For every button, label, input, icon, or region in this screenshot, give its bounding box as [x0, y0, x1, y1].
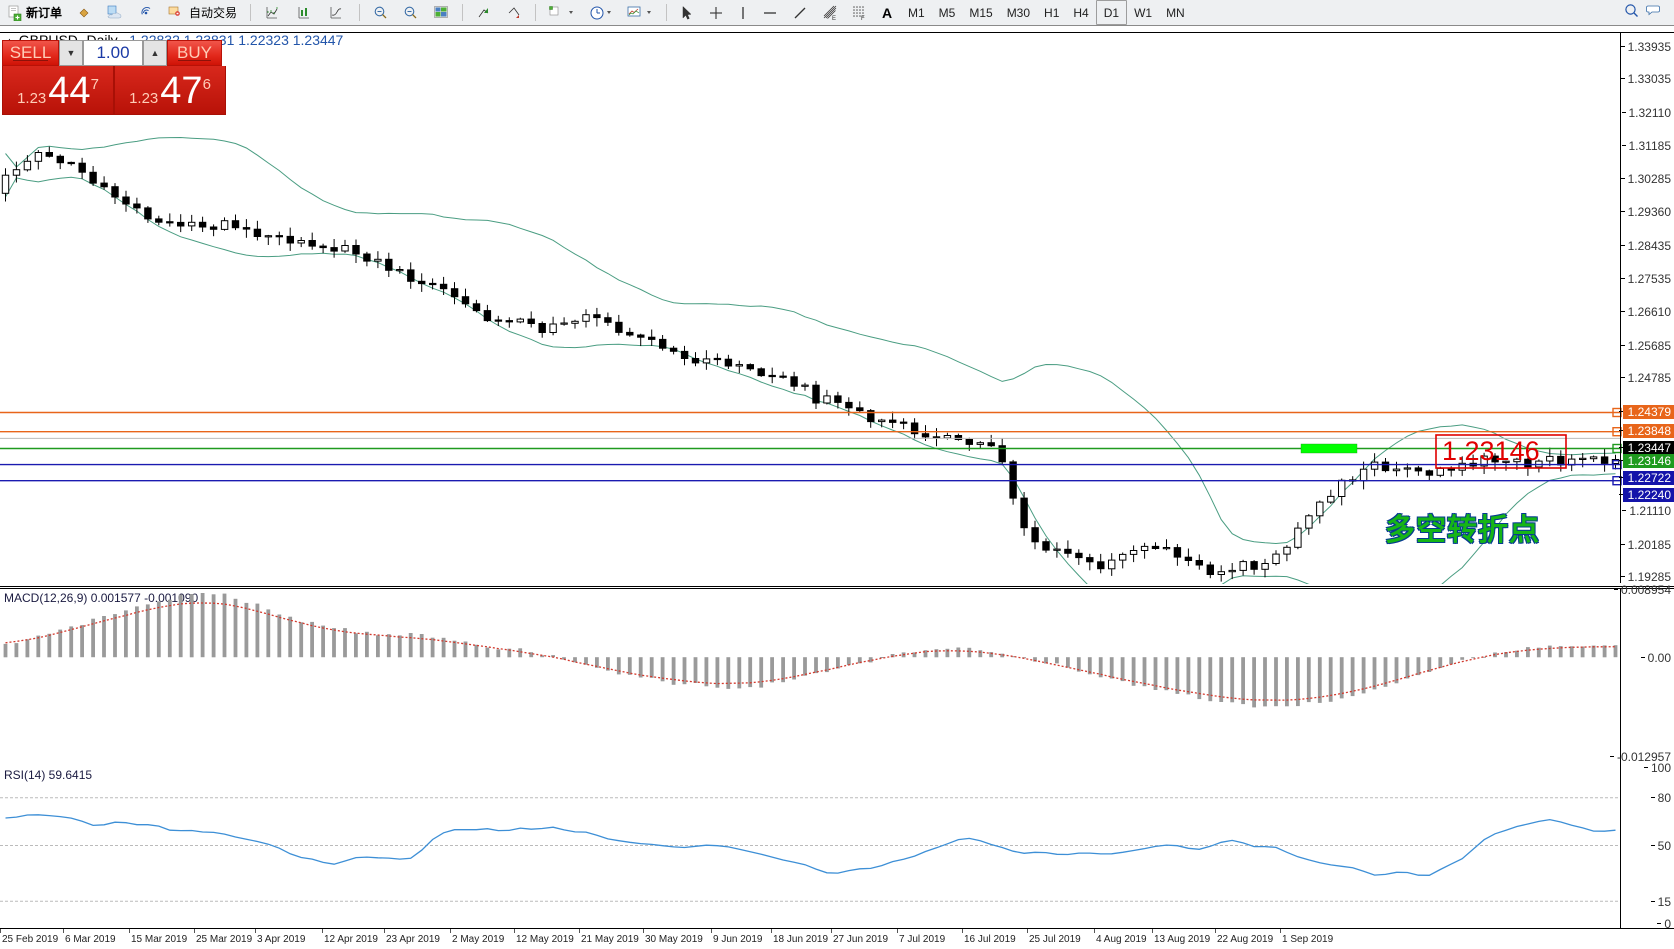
svg-text:E: E [832, 16, 836, 21]
svg-text:F: F [861, 16, 865, 21]
svg-text:1.23146: 1.23146 [1442, 436, 1540, 466]
